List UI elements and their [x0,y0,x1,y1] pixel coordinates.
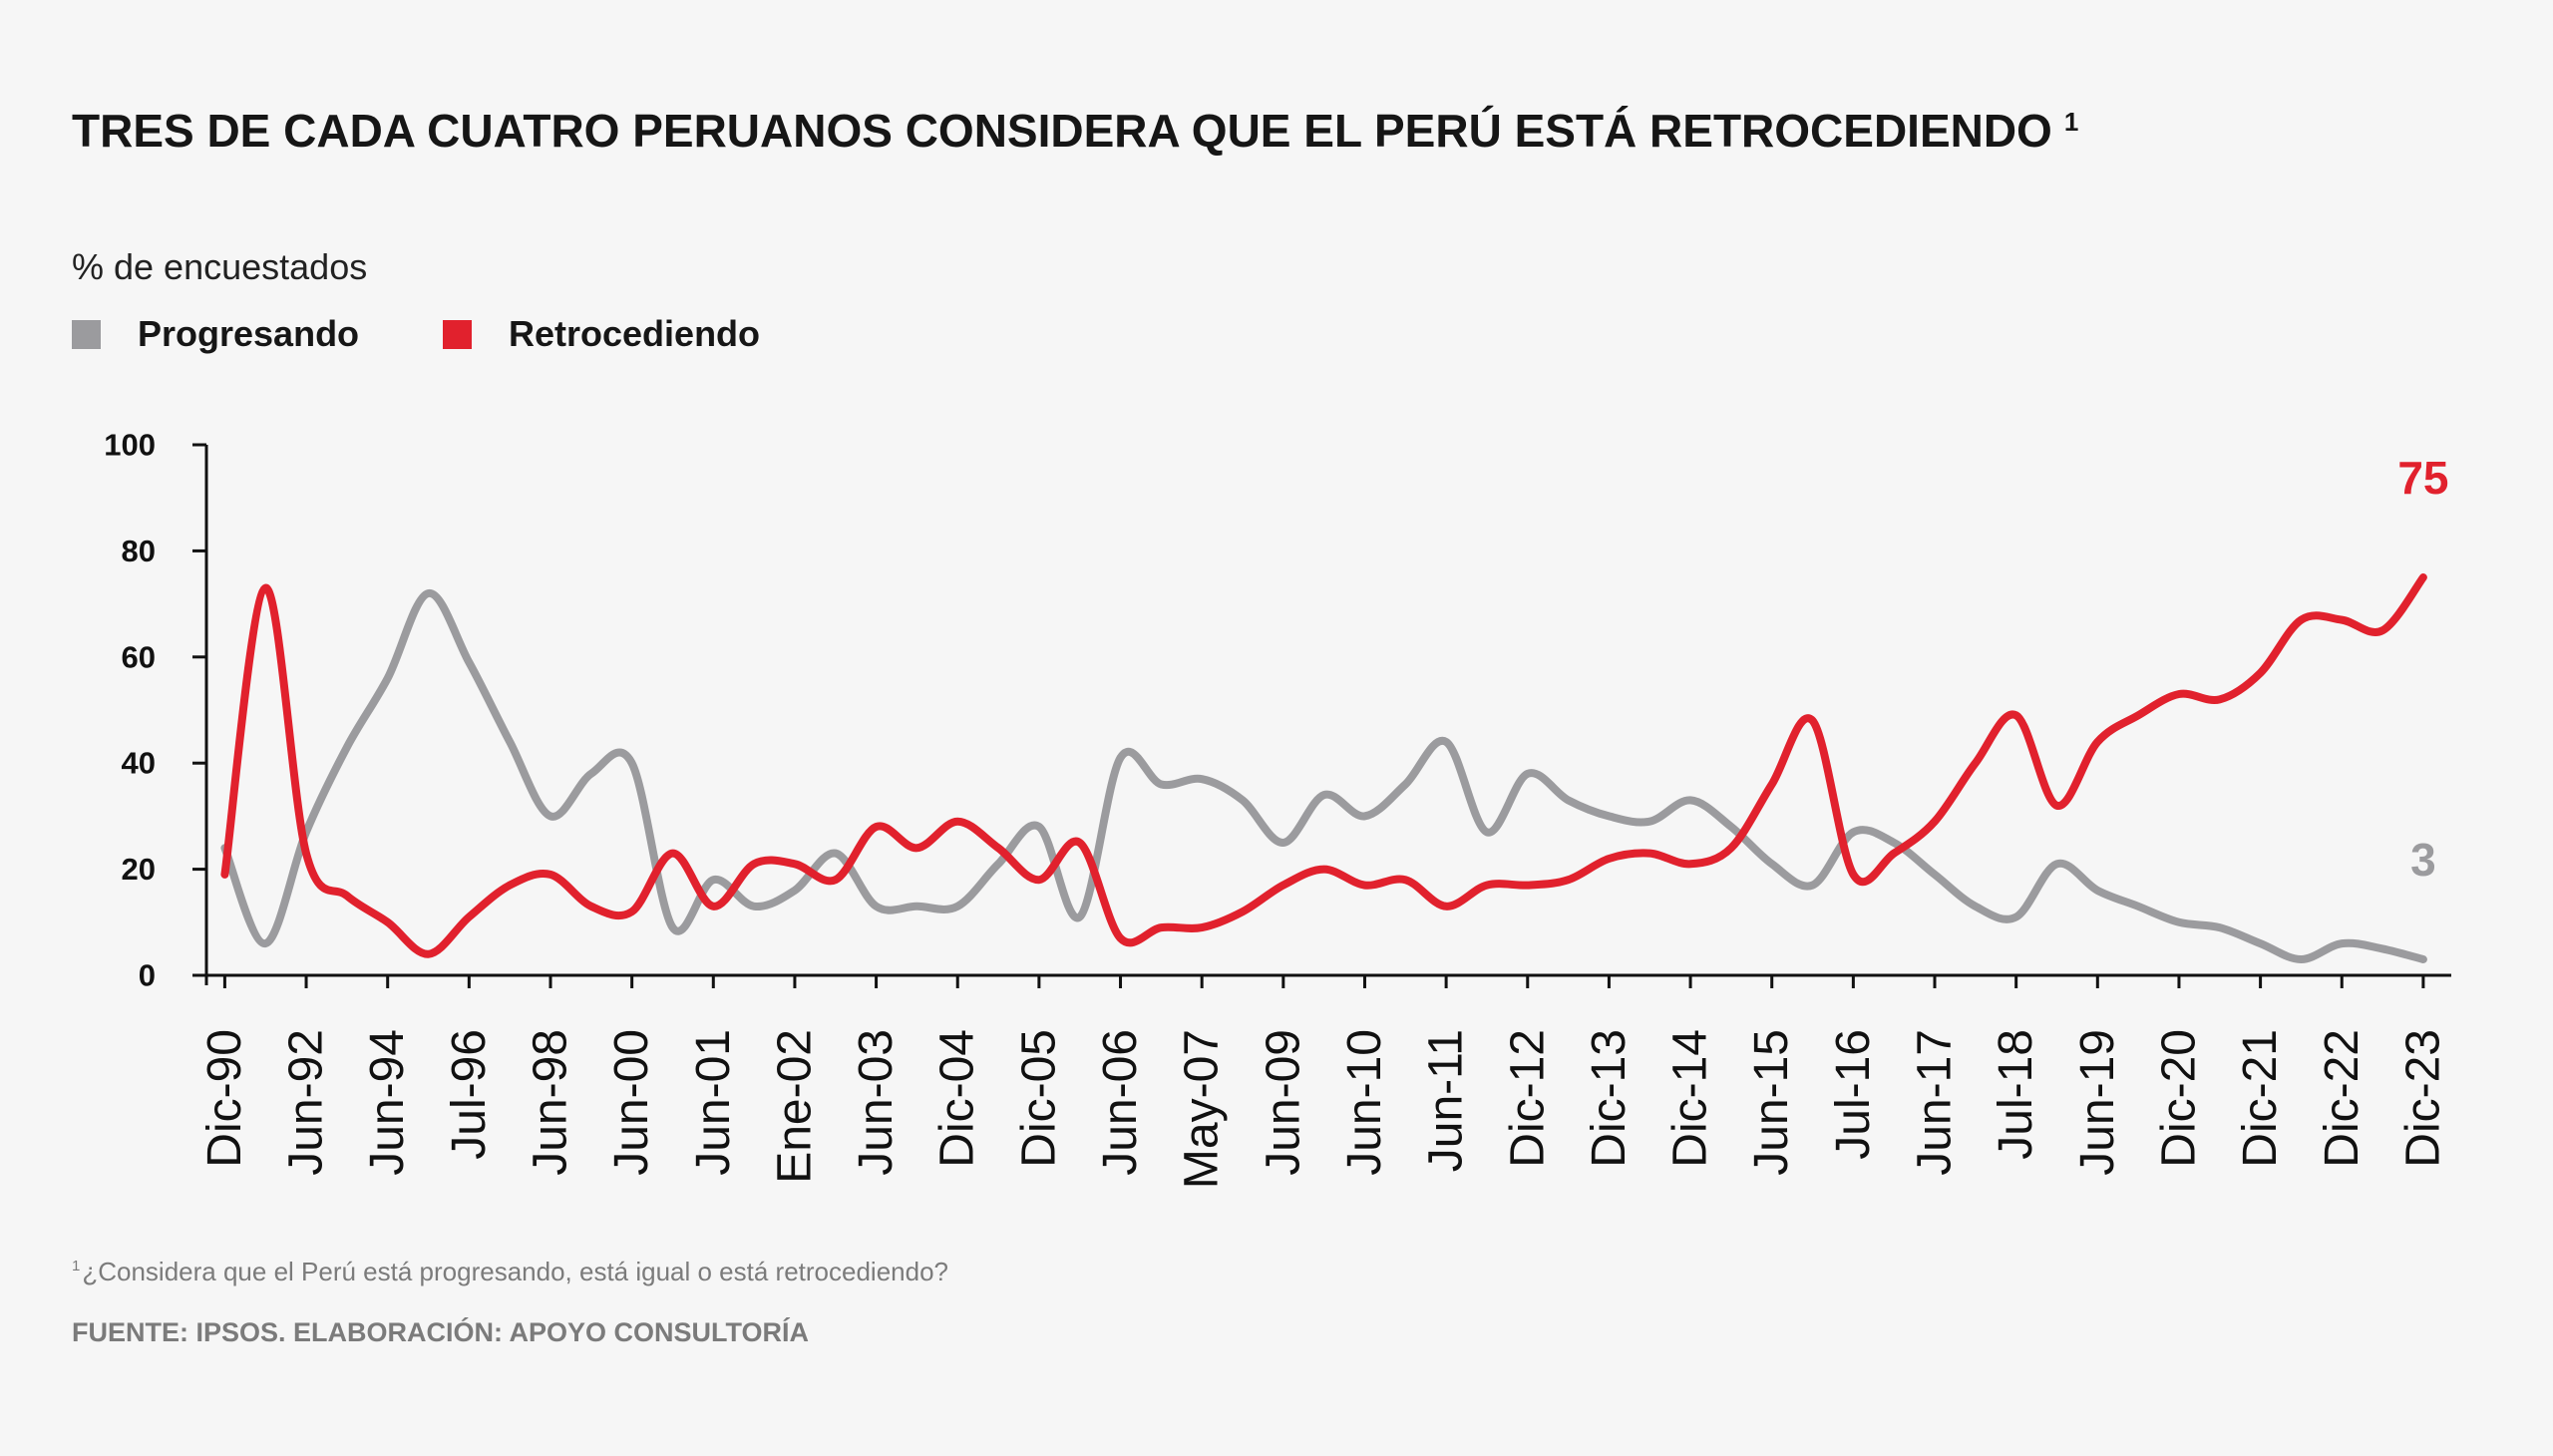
x-tick-label: Jul-96 [443,1029,496,1160]
x-tick-label: Jun-92 [280,1029,333,1176]
x-tick-label: Dic-20 [2152,1029,2205,1168]
y-tick-label: 60 [122,639,156,674]
source-note: FUENTE: IPSOS. ELABORACIÓN: APOYO CONSUL… [72,1317,810,1347]
y-axis-unit-label: % de encuestados [72,246,368,287]
x-tick-label: Jun-06 [1094,1029,1147,1176]
x-tick-label: Dic-23 [2396,1029,2449,1168]
x-tick-label: Dic-90 [198,1029,251,1168]
x-tick-label: Jun-00 [605,1029,658,1176]
x-tick-label: Dic-12 [1501,1029,1554,1168]
x-tick-label: Jun-11 [1420,1029,1473,1172]
x-tick-label: Jul-16 [1827,1029,1880,1160]
chart-title-block: TRES DE CADA CUATRO PERUANOS CONSIDERA Q… [72,104,2078,165]
chart-series [220,573,2427,963]
chart-end-labels: 75 3 [2397,452,2448,886]
chart-title: TRES DE CADA CUATRO PERUANOS CONSIDERA Q… [72,105,2052,157]
legend-item-retrocediendo: Retrocediendo [443,313,760,355]
y-tick-label: 80 [122,534,156,568]
footnote: 1¿Considera que el Perú está progresando… [72,1256,948,1292]
x-tick-label: Dic-05 [1012,1029,1065,1168]
legend-label: Retrocediendo [509,313,761,354]
x-tick-label: Dic-21 [2234,1029,2287,1168]
y-tick-label: 100 [104,428,156,463]
x-tick-label: Jun-98 [524,1029,576,1176]
series-line-progresando [220,589,2427,963]
x-tick-label: Jun-17 [1909,1029,1962,1176]
x-tick-label: Dic-13 [1583,1029,1636,1168]
y-tick-label: 0 [139,958,156,993]
x-tick-label: May-07 [1176,1029,1229,1189]
series-line-retrocediendo [220,573,2427,958]
x-tick-label: Jun-94 [361,1029,414,1176]
footnote-marker: 1 [72,1258,81,1274]
y-tick-label: 40 [122,746,156,781]
x-tick-label: Dic-14 [1664,1029,1717,1168]
x-tick-label: Jun-09 [1257,1029,1309,1176]
end-value-label: 75 [2397,452,2448,504]
x-tick-label: Jun-19 [2071,1029,2124,1176]
x-tick-label: Jun-15 [1745,1029,1798,1176]
x-tick-label: Dic-22 [2316,1029,2369,1168]
legend-swatch-gray [72,319,101,349]
legend-item-progresando: Progresando [72,313,359,355]
end-value-label: 3 [2410,834,2436,886]
chart-axes: 0 20 40 60 80 100 Dic-90 Jun-92 Jun-94 Jul-96 Jun-… [104,428,2451,1189]
title-footnote-marker: 1 [2063,107,2079,137]
legend-label: Progresando [138,313,360,354]
legend-swatch-red [443,319,472,349]
x-tick-label: Ene-02 [768,1029,821,1184]
x-tick-label: Dic-04 [931,1029,984,1168]
x-tick-label: Jun-10 [1338,1029,1391,1176]
y-tick-label: 20 [122,852,156,887]
x-tick-label: Jun-03 [850,1029,903,1176]
x-tick-label: Jun-01 [687,1029,740,1176]
footnote-text: ¿Considera que el Perú está progresando,… [82,1257,949,1286]
x-tick-label: Jul-18 [1990,1029,2042,1160]
